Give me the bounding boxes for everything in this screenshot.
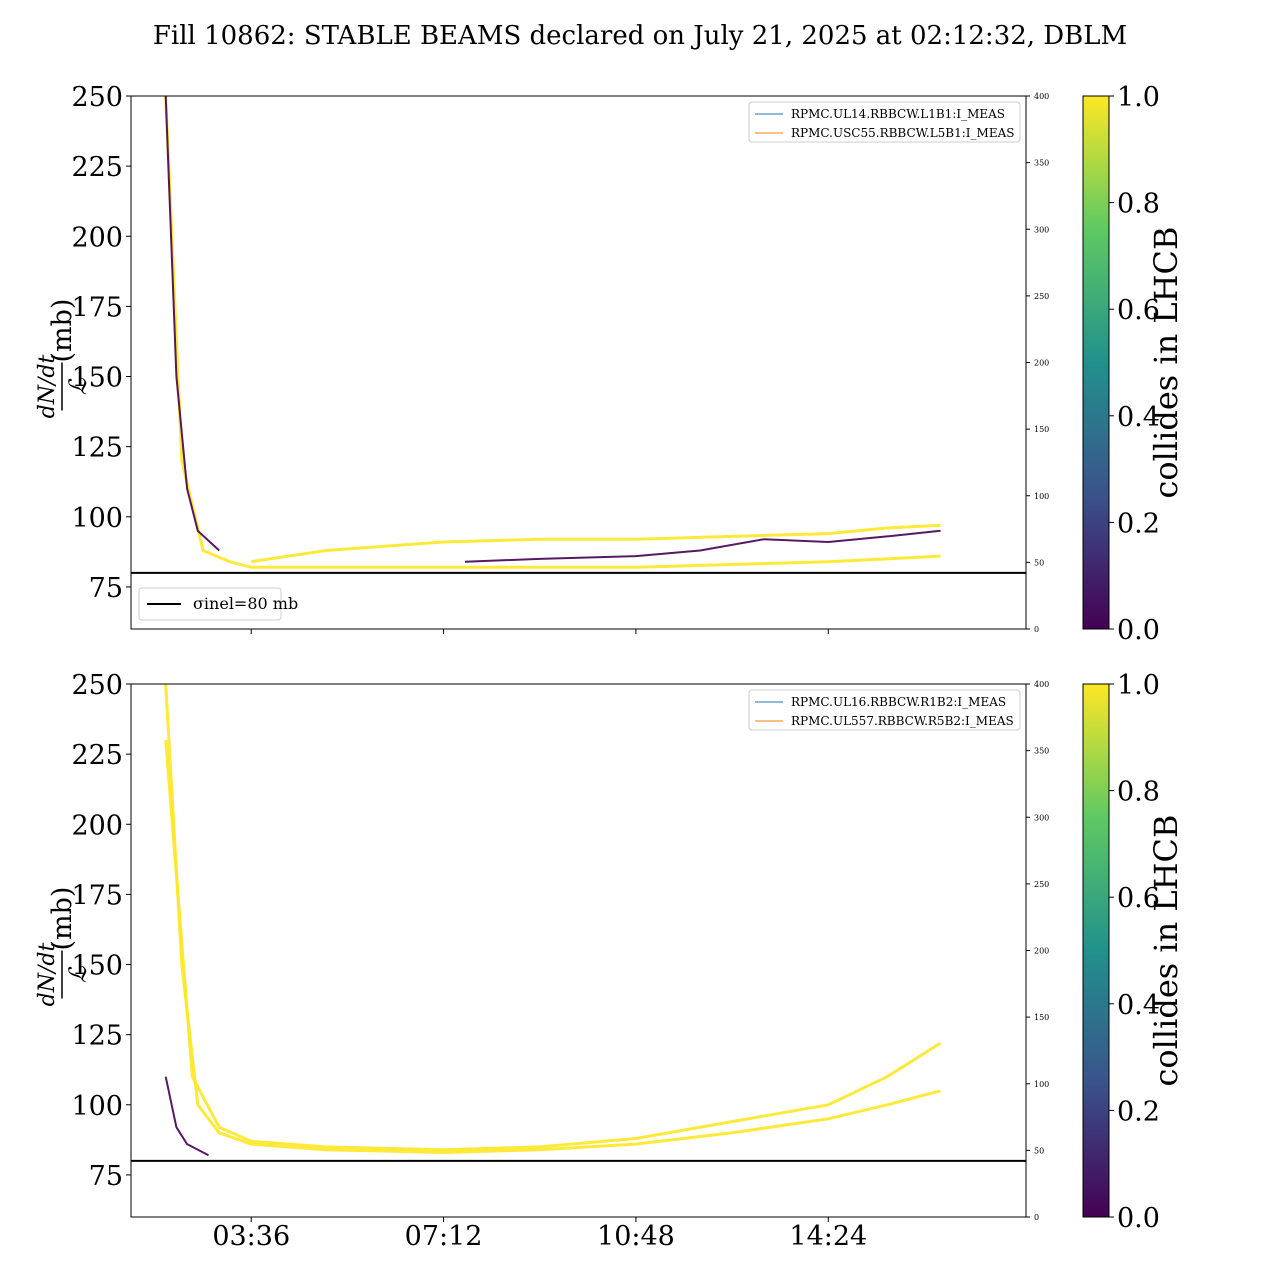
y2-tick-label: 100 [1034, 492, 1049, 501]
colorbar-tick-label: 0.4 [1117, 402, 1160, 433]
colorbar-tick-label: 0.0 [1117, 1203, 1160, 1234]
colorbar-label-group: collides in LHCB [1147, 226, 1185, 498]
y-label-numerator: dN/dt [35, 943, 60, 1007]
y2-tick-label: 100 [1034, 1080, 1049, 1089]
y-label-unit: (mb) [47, 299, 78, 363]
series-group [164, 96, 941, 569]
colorbar-gradient [1082, 95, 1110, 630]
y2-tick-label: 0 [1034, 625, 1039, 634]
legend-entry: RPMC.UL14.RBBCW.L1B1:I_MEAS [791, 107, 1005, 121]
y-label-denominator: ℒ [64, 965, 92, 983]
y-tick-label: 125 [71, 1021, 123, 1052]
colorbar-tick-label: 0.8 [1117, 189, 1160, 220]
series-line [164, 684, 941, 1155]
y-tick-label: 150 [71, 951, 123, 982]
y2-tick-label: 0 [1034, 1213, 1039, 1222]
y-tick-label: 250 [71, 670, 123, 701]
colorbar: 0.0 0.2 0.4 0.6 0.8 1.0 collides in LHCB [1082, 670, 1185, 1234]
colorbar-tick-label: 1.0 [1117, 82, 1160, 113]
y2-tick-label: 400 [1034, 92, 1049, 101]
y2-tick-label: 250 [1034, 880, 1049, 889]
colorbar-label-group: collides in LHCB [1147, 814, 1185, 1086]
y2-tick-label: 400 [1034, 680, 1049, 689]
y-tick-label: 100 [71, 1091, 123, 1122]
sigma-legend: σinel=80 mb [138, 587, 298, 621]
y-tick-label: 200 [71, 222, 123, 253]
y2-tick-label: 200 [1034, 947, 1049, 956]
legend: RPMC.UL16.RBBCW.R1B2:I_MEAS RPMC.UL557.RB… [748, 689, 1021, 731]
colorbar-tick-label: 0.2 [1117, 1096, 1160, 1127]
y-tick-label: 225 [71, 152, 123, 183]
colorbar-tick-label: 0.4 [1117, 990, 1160, 1021]
colorbar-tick-label: 0.2 [1117, 508, 1160, 539]
y-tick-label: 75 [89, 573, 123, 604]
colorbar-tick-label: 0.6 [1117, 295, 1160, 326]
y2-tick-label: 150 [1034, 1013, 1049, 1022]
series-line [464, 529, 941, 563]
y2-tick-label: 50 [1034, 1146, 1044, 1155]
y-tick-label: 225 [71, 740, 123, 771]
legend-frame [748, 689, 1021, 731]
colorbar: 0.0 0.2 0.4 0.6 0.8 1.0 collides in LHCB [1082, 82, 1185, 646]
legend-entry: RPMC.UL16.RBBCW.R1B2:I_MEAS [791, 695, 1006, 709]
y2-tick-label: 200 [1034, 359, 1049, 368]
axes-frame [130, 95, 1027, 630]
y2-tick-label: 350 [1034, 159, 1049, 168]
y2-tick-label: 300 [1034, 813, 1049, 822]
y-tick-label: 100 [71, 503, 123, 534]
legend-frame [748, 101, 1021, 143]
x-tick-label: 10:48 [597, 1221, 675, 1252]
x-tick-label: 07:12 [405, 1221, 483, 1252]
series-line [164, 739, 942, 1152]
y2-tick-label: 350 [1034, 747, 1049, 756]
sigma-legend-frame [138, 587, 282, 621]
chart-title: Fill 10862: STABLE BEAMS declared on Jul… [153, 21, 1127, 51]
panel-bottom: 75 100 125 150 175 200 225 250 0 50 100 150 200 250 30… [35, 670, 1185, 1252]
y-tick-label: 175 [71, 292, 123, 323]
y-axis-label: dN/dt ℒ (mb) [35, 887, 92, 1007]
series-group [164, 684, 942, 1157]
sigma-legend-label: σinel=80 mb [193, 594, 298, 613]
legend-entry: RPMC.USC55.RBBCW.L5B1:I_MEAS [791, 126, 1014, 140]
series-line [164, 96, 941, 569]
series-line [164, 1076, 209, 1157]
series-line [164, 96, 220, 552]
legend-entry: RPMC.UL557.RBBCW.R5B2:I_MEAS [791, 714, 1014, 728]
panel-top: 75 100 125 150 175 200 225 250 0 50 100 150 200 250 30… [35, 82, 1185, 646]
colorbar-label: collides in LHCB [1147, 814, 1185, 1086]
colorbar-label: collides in LHCB [1147, 226, 1185, 498]
axes-frame [130, 683, 1027, 1218]
y2-tick-label: 300 [1034, 225, 1049, 234]
y2-tick-label: 50 [1034, 558, 1044, 567]
x-tick-label: 14:24 [789, 1221, 867, 1252]
colorbar-tick-label: 1.0 [1117, 670, 1160, 701]
y-label-unit: (mb) [47, 887, 78, 951]
colorbar-tick-label: 0.0 [1117, 615, 1160, 646]
x-tick-label: 03:36 [212, 1221, 290, 1252]
colorbar-tick-label: 0.6 [1117, 883, 1160, 914]
y-tick-label: 200 [71, 810, 123, 841]
y-label-numerator: dN/dt [35, 355, 60, 419]
panels: 75 100 125 150 175 200 225 250 0 50 100 150 200 250 30… [35, 82, 1185, 1252]
y-tick-label: 150 [71, 363, 123, 394]
colorbar-tick-label: 0.8 [1117, 777, 1160, 808]
y2-tick-label: 150 [1034, 425, 1049, 434]
y-label-denominator: ℒ [64, 377, 92, 395]
colorbar-gradient [1082, 683, 1110, 1218]
series-line [250, 523, 941, 564]
y-tick-label: 250 [71, 82, 123, 113]
legend: RPMC.UL14.RBBCW.L1B1:I_MEAS RPMC.USC55.RB… [748, 101, 1021, 143]
y-axis-label: dN/dt ℒ (mb) [35, 299, 92, 419]
y-tick-label: 125 [71, 433, 123, 464]
y2-tick-label: 250 [1034, 292, 1049, 301]
y-tick-label: 75 [89, 1161, 123, 1192]
y-tick-label: 175 [71, 880, 123, 911]
